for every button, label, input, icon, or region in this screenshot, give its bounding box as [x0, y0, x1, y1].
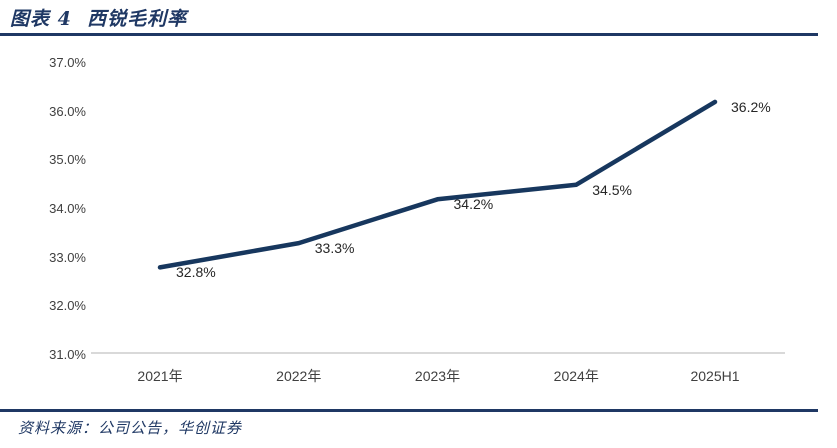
- footer-rule: [0, 409, 818, 412]
- y-tick-label: 36.0%: [49, 103, 86, 119]
- data-point-label: 34.2%: [453, 196, 494, 213]
- data-point-label: 36.2%: [731, 98, 771, 115]
- y-tick-label: 37.0%: [49, 55, 86, 70]
- figure-title: 图表 4 西锐毛利率: [10, 8, 188, 30]
- x-tick-label: 2025H1: [690, 368, 740, 384]
- data-point-label: 32.8%: [176, 264, 216, 281]
- header-rule: [0, 33, 818, 36]
- data-point-label: 34.5%: [592, 181, 632, 198]
- y-tick-label: 32.0%: [49, 298, 86, 314]
- x-axis-line: [91, 352, 785, 354]
- x-tick-label: 2022年: [276, 368, 322, 384]
- data-point-label: 33.3%: [314, 240, 355, 257]
- x-tick-label: 2021年: [137, 368, 183, 384]
- y-tick-label: 35.0%: [49, 152, 86, 168]
- x-tick-label: 2024年: [553, 368, 599, 384]
- source-note: 资料来源：公司公告，华创证券: [18, 419, 243, 437]
- gross-margin-line: [157, 99, 718, 270]
- x-tick-label: 2023年: [414, 368, 461, 384]
- y-tick-label: 33.0%: [49, 249, 86, 265]
- y-tick-label: 31.0%: [49, 347, 86, 362]
- y-tick-label: 34.0%: [49, 201, 86, 216]
